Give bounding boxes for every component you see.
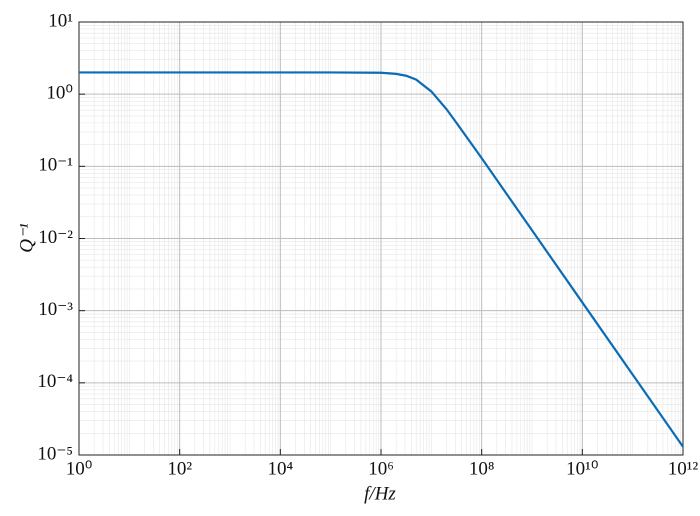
x-tick-label: 10¹⁰	[566, 458, 598, 479]
y-tick-label: 10⁻¹	[38, 155, 73, 176]
y-tick-label: 10⁻²	[38, 227, 73, 248]
y-tick-label: 10⁻⁴	[37, 371, 73, 392]
x-tick-label: 10⁶	[368, 458, 394, 479]
y-axis-label: Q⁻¹	[16, 223, 37, 253]
x-tick-label: 10¹²	[668, 458, 699, 479]
plot-frame	[78, 21, 684, 456]
y-tick-label: 10⁻⁵	[37, 443, 73, 464]
data-line	[79, 71, 684, 448]
x-tick-label: 10²	[167, 458, 192, 479]
x-tick-label: 10⁰	[66, 458, 93, 479]
x-axis-label: f/Hz	[364, 483, 396, 504]
y-tick-label: 10¹	[48, 10, 73, 31]
y-tick-label: 10⁻³	[38, 299, 73, 320]
y-tick-label: 10⁰	[46, 83, 73, 104]
x-tick-label: 10⁴	[268, 458, 294, 479]
x-tick-label: 10⁸	[469, 458, 495, 479]
